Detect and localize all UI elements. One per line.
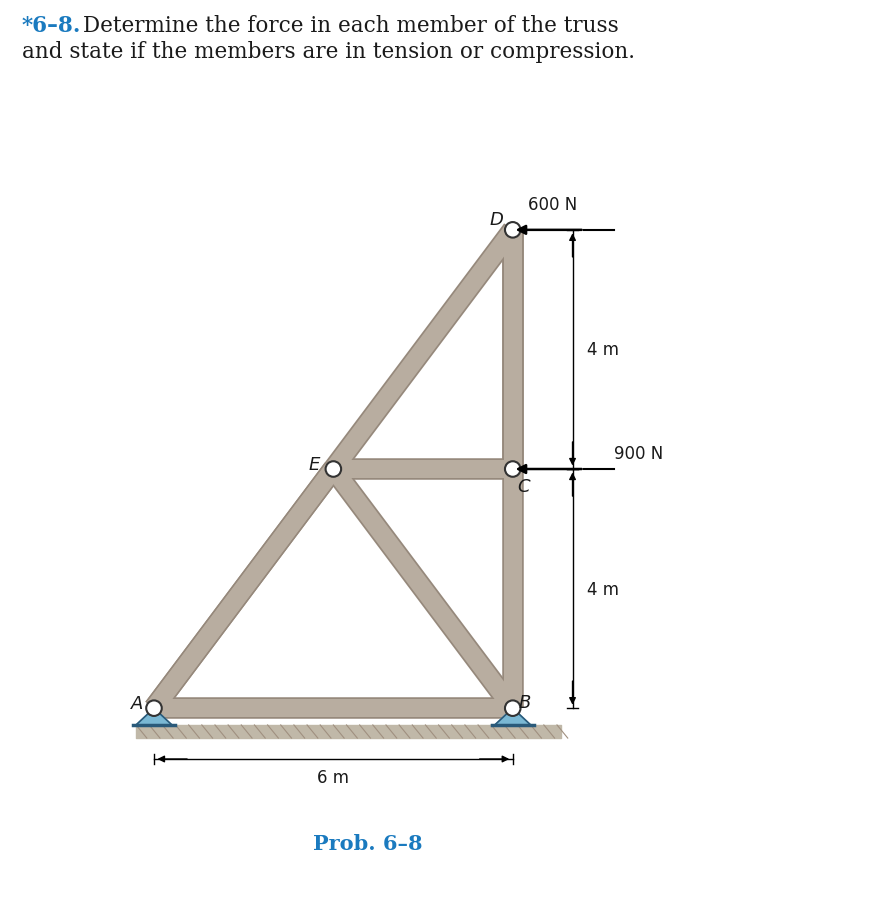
Text: 4 m: 4 m	[588, 341, 619, 359]
Text: E: E	[308, 456, 320, 474]
Text: 6 m: 6 m	[317, 768, 350, 787]
Circle shape	[505, 701, 520, 716]
Circle shape	[509, 704, 517, 712]
Text: B: B	[519, 694, 531, 712]
Text: 900 N: 900 N	[614, 444, 664, 462]
Circle shape	[505, 461, 520, 478]
Text: *6–8.: *6–8.	[22, 15, 81, 37]
Text: A: A	[131, 694, 144, 712]
Polygon shape	[495, 708, 531, 725]
Text: Determine the force in each member of the truss: Determine the force in each member of th…	[83, 15, 619, 37]
Text: 4 m: 4 m	[588, 580, 619, 598]
Text: D: D	[489, 210, 503, 228]
Circle shape	[505, 223, 520, 238]
Circle shape	[326, 461, 341, 478]
Text: 600 N: 600 N	[527, 196, 577, 214]
Polygon shape	[136, 708, 172, 725]
Text: Prob. 6–8: Prob. 6–8	[313, 833, 422, 853]
Text: C: C	[517, 477, 530, 495]
Circle shape	[146, 701, 162, 716]
Circle shape	[150, 704, 159, 712]
Text: and state if the members are in tension or compression.: and state if the members are in tension …	[22, 41, 635, 62]
